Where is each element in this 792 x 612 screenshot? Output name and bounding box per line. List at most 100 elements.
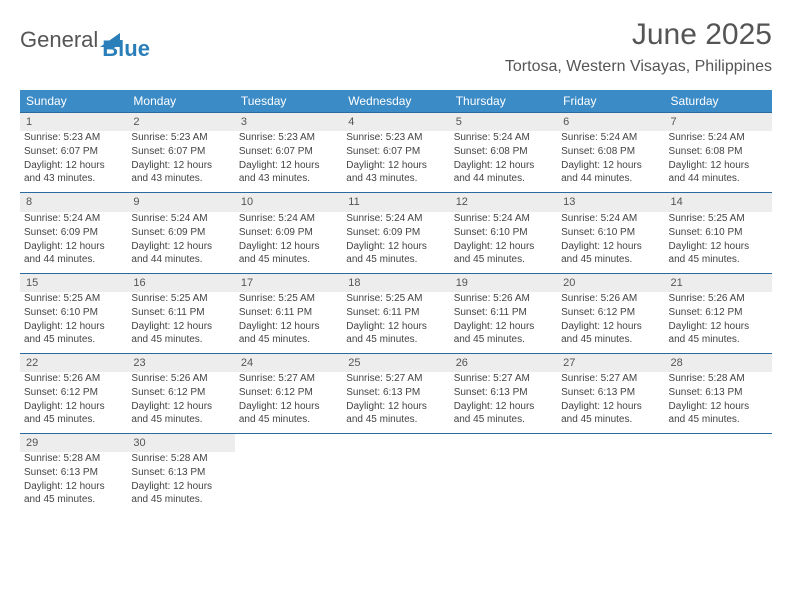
day-info-cell: Sunrise: 5:24 AMSunset: 6:09 PMDaylight:…	[20, 212, 127, 274]
day-number-cell: 12	[450, 193, 557, 212]
day-info-cell: Sunrise: 5:24 AMSunset: 6:10 PMDaylight:…	[450, 212, 557, 274]
sunset-text: Sunset: 6:07 PM	[24, 145, 123, 158]
day-number-row: 2930	[20, 434, 772, 453]
day-info-cell	[235, 452, 342, 513]
daylight-text: Daylight: 12 hours and 44 minutes.	[561, 159, 660, 185]
sunrise-text: Sunrise: 5:23 AM	[131, 131, 230, 144]
day-number-row: 1234567	[20, 113, 772, 132]
day-info-cell: Sunrise: 5:24 AMSunset: 6:09 PMDaylight:…	[127, 212, 234, 274]
sunset-text: Sunset: 6:10 PM	[669, 226, 768, 239]
sunset-text: Sunset: 6:09 PM	[239, 226, 338, 239]
daylight-text: Daylight: 12 hours and 44 minutes.	[454, 159, 553, 185]
day-info-cell: Sunrise: 5:26 AMSunset: 6:12 PMDaylight:…	[557, 292, 664, 354]
sunrise-text: Sunrise: 5:26 AM	[24, 372, 123, 385]
sunrise-text: Sunrise: 5:28 AM	[669, 372, 768, 385]
daylight-text: Daylight: 12 hours and 45 minutes.	[24, 480, 123, 506]
daylight-text: Daylight: 12 hours and 45 minutes.	[561, 400, 660, 426]
daylight-text: Daylight: 12 hours and 45 minutes.	[669, 240, 768, 266]
day-info-cell: Sunrise: 5:27 AMSunset: 6:13 PMDaylight:…	[342, 372, 449, 434]
daylight-text: Daylight: 12 hours and 45 minutes.	[454, 400, 553, 426]
day-info-cell: Sunrise: 5:24 AMSunset: 6:08 PMDaylight:…	[665, 131, 772, 193]
sunset-text: Sunset: 6:13 PM	[24, 466, 123, 479]
day-info-cell: Sunrise: 5:24 AMSunset: 6:08 PMDaylight:…	[557, 131, 664, 193]
sunset-text: Sunset: 6:11 PM	[454, 306, 553, 319]
sunset-text: Sunset: 6:13 PM	[669, 386, 768, 399]
day-number-cell: 10	[235, 193, 342, 212]
sunrise-text: Sunrise: 5:26 AM	[454, 292, 553, 305]
sunrise-text: Sunrise: 5:23 AM	[346, 131, 445, 144]
sunrise-text: Sunrise: 5:27 AM	[239, 372, 338, 385]
day-info-cell	[665, 452, 772, 513]
day-number-cell: 28	[665, 353, 772, 372]
day-number-cell: 25	[342, 353, 449, 372]
day-info-cell: Sunrise: 5:25 AMSunset: 6:10 PMDaylight:…	[665, 212, 772, 274]
day-info-cell: Sunrise: 5:28 AMSunset: 6:13 PMDaylight:…	[665, 372, 772, 434]
day-info-cell: Sunrise: 5:27 AMSunset: 6:13 PMDaylight:…	[450, 372, 557, 434]
day-info-cell	[557, 452, 664, 513]
day-info-cell	[450, 452, 557, 513]
sunset-text: Sunset: 6:12 PM	[131, 386, 230, 399]
day-number-cell	[665, 434, 772, 453]
daylight-text: Daylight: 12 hours and 45 minutes.	[561, 320, 660, 346]
sunrise-text: Sunrise: 5:26 AM	[669, 292, 768, 305]
sunset-text: Sunset: 6:11 PM	[346, 306, 445, 319]
daylight-text: Daylight: 12 hours and 43 minutes.	[131, 159, 230, 185]
day-number-cell: 4	[342, 113, 449, 132]
sunrise-text: Sunrise: 5:28 AM	[131, 452, 230, 465]
sunset-text: Sunset: 6:13 PM	[131, 466, 230, 479]
sunrise-text: Sunrise: 5:27 AM	[346, 372, 445, 385]
sunset-text: Sunset: 6:10 PM	[24, 306, 123, 319]
day-info-cell: Sunrise: 5:26 AMSunset: 6:12 PMDaylight:…	[20, 372, 127, 434]
day-info-cell: Sunrise: 5:23 AMSunset: 6:07 PMDaylight:…	[235, 131, 342, 193]
day-number-cell: 19	[450, 273, 557, 292]
sunset-text: Sunset: 6:13 PM	[454, 386, 553, 399]
daylight-text: Daylight: 12 hours and 45 minutes.	[346, 320, 445, 346]
day-info-cell: Sunrise: 5:24 AMSunset: 6:09 PMDaylight:…	[235, 212, 342, 274]
sunset-text: Sunset: 6:13 PM	[561, 386, 660, 399]
sunrise-text: Sunrise: 5:28 AM	[24, 452, 123, 465]
sunrise-text: Sunrise: 5:24 AM	[131, 212, 230, 225]
weekday-header-cell: Monday	[127, 90, 234, 113]
day-number-cell: 5	[450, 113, 557, 132]
day-number-cell: 15	[20, 273, 127, 292]
sunset-text: Sunset: 6:07 PM	[239, 145, 338, 158]
daylight-text: Daylight: 12 hours and 45 minutes.	[454, 320, 553, 346]
daylight-text: Daylight: 12 hours and 45 minutes.	[239, 320, 338, 346]
daylight-text: Daylight: 12 hours and 43 minutes.	[24, 159, 123, 185]
month-title: June 2025	[505, 18, 772, 52]
sunrise-text: Sunrise: 5:25 AM	[239, 292, 338, 305]
daylight-text: Daylight: 12 hours and 43 minutes.	[239, 159, 338, 185]
daylight-text: Daylight: 12 hours and 44 minutes.	[669, 159, 768, 185]
day-number-cell: 20	[557, 273, 664, 292]
daylight-text: Daylight: 12 hours and 45 minutes.	[346, 400, 445, 426]
sunset-text: Sunset: 6:09 PM	[346, 226, 445, 239]
weekday-header-cell: Tuesday	[235, 90, 342, 113]
day-number-cell: 30	[127, 434, 234, 453]
day-number-cell: 29	[20, 434, 127, 453]
day-number-cell	[557, 434, 664, 453]
daylight-text: Daylight: 12 hours and 45 minutes.	[239, 240, 338, 266]
sunset-text: Sunset: 6:11 PM	[239, 306, 338, 319]
day-number-cell: 6	[557, 113, 664, 132]
day-info-row: Sunrise: 5:23 AMSunset: 6:07 PMDaylight:…	[20, 131, 772, 193]
sunrise-text: Sunrise: 5:25 AM	[669, 212, 768, 225]
day-info-cell: Sunrise: 5:26 AMSunset: 6:12 PMDaylight:…	[127, 372, 234, 434]
day-info-cell: Sunrise: 5:25 AMSunset: 6:11 PMDaylight:…	[235, 292, 342, 354]
day-info-cell: Sunrise: 5:27 AMSunset: 6:12 PMDaylight:…	[235, 372, 342, 434]
header: General Blue June 2025 Tortosa, Western …	[20, 18, 772, 76]
weekday-header-cell: Thursday	[450, 90, 557, 113]
day-info-row: Sunrise: 5:28 AMSunset: 6:13 PMDaylight:…	[20, 452, 772, 513]
sunrise-text: Sunrise: 5:27 AM	[561, 372, 660, 385]
logo-text-2: Blue	[102, 36, 150, 61]
day-info-cell: Sunrise: 5:28 AMSunset: 6:13 PMDaylight:…	[127, 452, 234, 513]
day-info-cell: Sunrise: 5:26 AMSunset: 6:12 PMDaylight:…	[665, 292, 772, 354]
daylight-text: Daylight: 12 hours and 44 minutes.	[131, 240, 230, 266]
daylight-text: Daylight: 12 hours and 43 minutes.	[346, 159, 445, 185]
day-number-cell: 13	[557, 193, 664, 212]
day-number-cell: 16	[127, 273, 234, 292]
day-number-cell	[342, 434, 449, 453]
day-number-cell: 27	[557, 353, 664, 372]
sunset-text: Sunset: 6:08 PM	[561, 145, 660, 158]
day-number-cell: 1	[20, 113, 127, 132]
sunrise-text: Sunrise: 5:26 AM	[561, 292, 660, 305]
